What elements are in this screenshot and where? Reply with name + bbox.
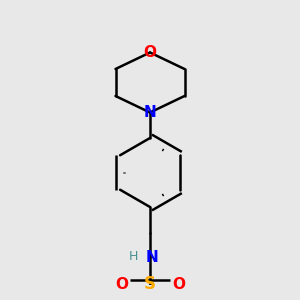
Text: N: N: [144, 105, 156, 120]
Text: O: O: [143, 45, 157, 60]
Text: N: N: [146, 250, 159, 265]
Text: S: S: [144, 275, 156, 293]
Text: O: O: [172, 277, 185, 292]
Text: H: H: [129, 250, 138, 263]
Text: O: O: [115, 277, 128, 292]
